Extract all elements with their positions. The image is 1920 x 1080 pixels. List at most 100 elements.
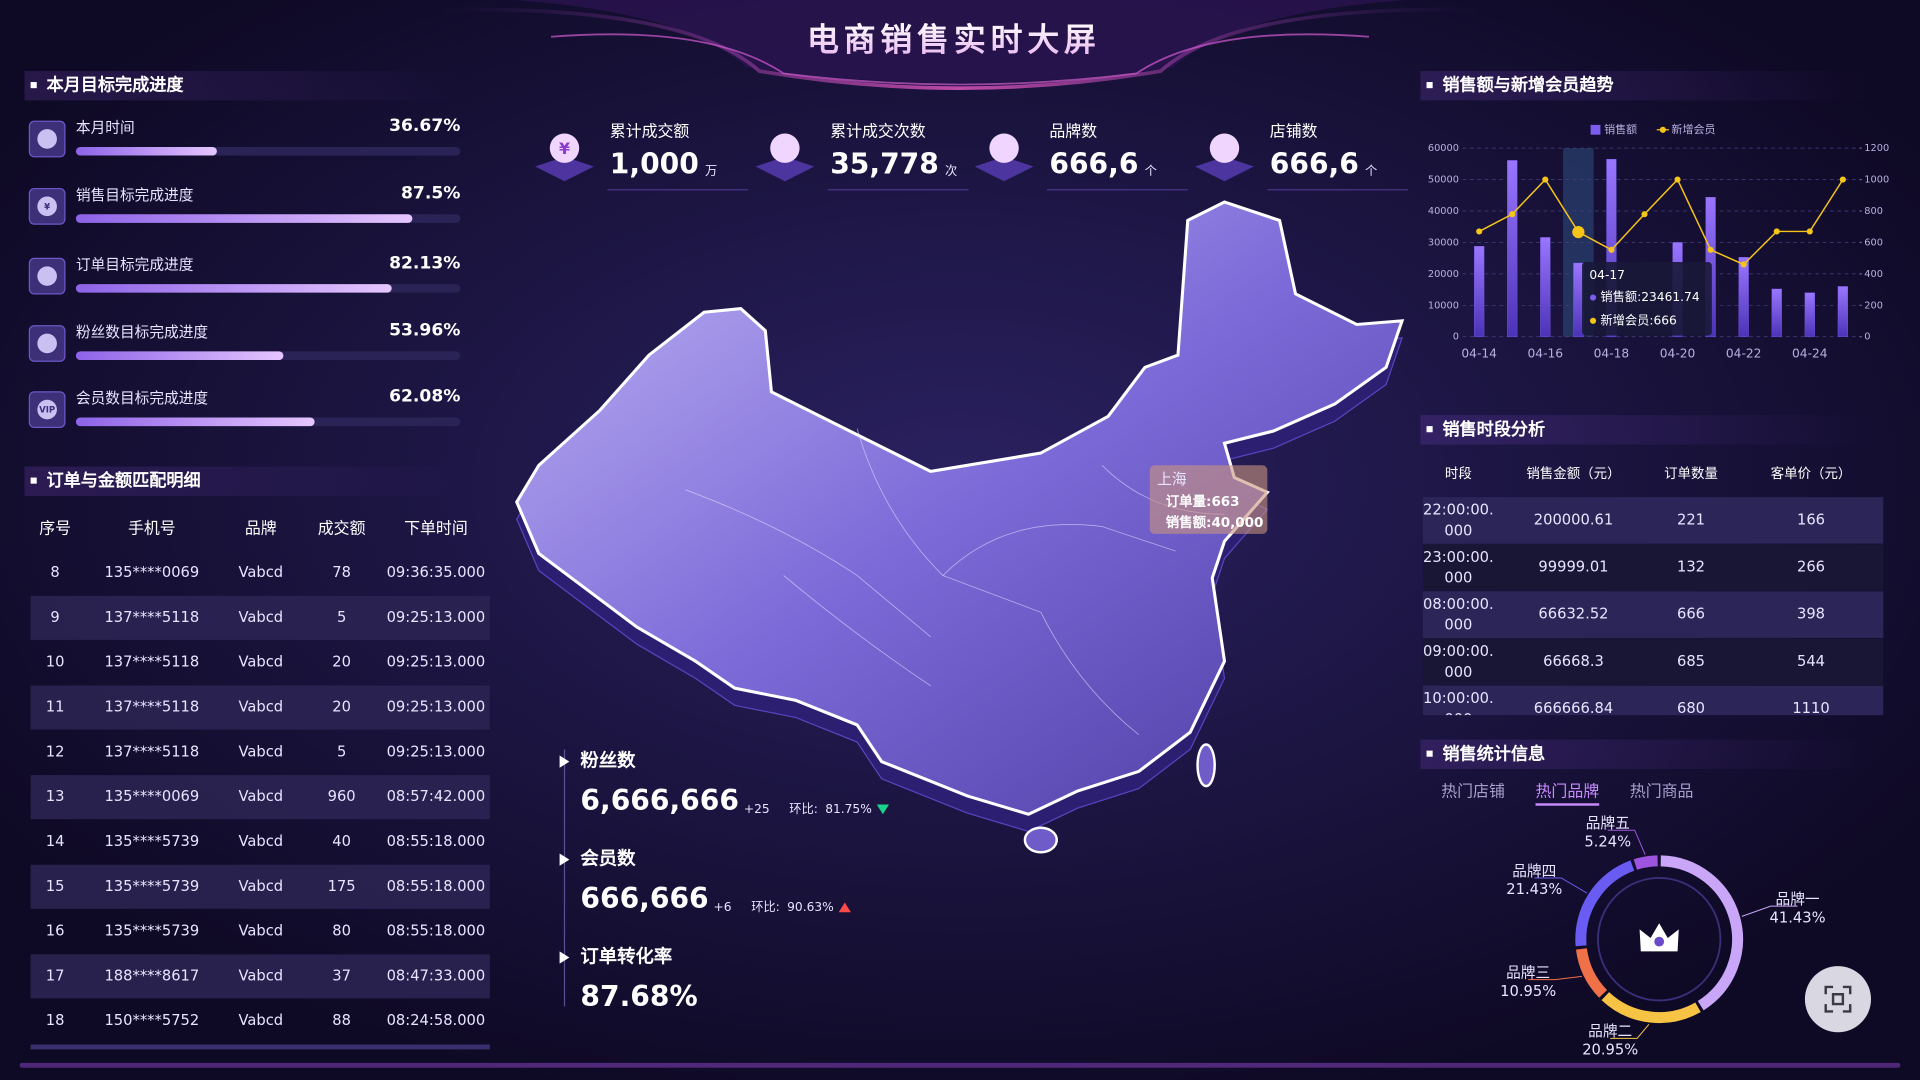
table-cell: Vabcd xyxy=(238,788,283,805)
table-cell: 960 xyxy=(328,788,356,805)
table-row-bg xyxy=(30,864,490,909)
table-cell: 14 xyxy=(46,833,65,850)
progress-label: 销售目标完成进度 xyxy=(76,187,194,204)
table-row-bg xyxy=(1422,544,1884,591)
table-header: 客单价（元） xyxy=(1771,465,1852,482)
progress-bar xyxy=(75,146,217,156)
table-cell: 5 xyxy=(337,609,346,626)
x-tick-label: 04-14 xyxy=(1461,346,1497,360)
table-cell: 135****5739 xyxy=(104,833,199,850)
table-cell: Vabcd xyxy=(238,564,283,581)
table-cell: 17 xyxy=(46,967,65,984)
map-tooltip-line: 销售额:40,000 xyxy=(1166,514,1264,531)
panel-header-bg xyxy=(1420,739,1874,769)
pie-label: 品牌一 xyxy=(1776,891,1820,908)
tab[interactable]: 热门品牌 xyxy=(1536,782,1600,801)
panel-header-bg xyxy=(1420,71,1874,101)
panel-bullet xyxy=(30,82,37,89)
table-header: 成交额 xyxy=(318,518,366,537)
progress-value: 62.08% xyxy=(389,387,460,407)
tab[interactable]: 热门商品 xyxy=(1630,782,1694,801)
table-cell: 22:00:00. 000 xyxy=(1423,502,1494,540)
table-row-bg xyxy=(30,954,490,999)
table-cell: 37 xyxy=(332,967,351,984)
progress-icon-glyph xyxy=(37,266,57,286)
y2-tick-label: 1000 xyxy=(1864,175,1889,186)
header-frame xyxy=(514,0,1406,83)
kpi-value: 1,000 xyxy=(610,147,699,180)
table-cell: Vabcd xyxy=(238,1012,283,1029)
pie-slice xyxy=(1575,860,1635,947)
line-point xyxy=(1509,211,1516,218)
table-row-bg xyxy=(1422,685,1884,716)
table-cell: Vabcd xyxy=(238,923,283,940)
y-tick-label: 50000 xyxy=(1428,175,1459,186)
line-point xyxy=(1641,211,1648,218)
map-tooltip xyxy=(1149,465,1268,534)
table-cell: 13 xyxy=(46,788,65,805)
stats-ratio: 90.63% xyxy=(787,900,834,914)
y2-tick-label: 600 xyxy=(1864,237,1883,248)
pie-leader xyxy=(1741,905,1798,917)
fullscreen-button[interactable] xyxy=(1804,966,1872,1033)
table-cell: 78 xyxy=(332,564,351,581)
pie-slice xyxy=(1633,855,1658,870)
pie-leader xyxy=(1534,877,1588,894)
y-tick-label: 40000 xyxy=(1428,206,1459,217)
table-cell: Vabcd xyxy=(238,743,283,760)
panel-title: 销售额与新增会员趋势 xyxy=(1442,75,1613,96)
table-cell: 137****5118 xyxy=(104,743,199,760)
table-cell: 11 xyxy=(46,699,65,716)
x-tick-label: 04-16 xyxy=(1528,346,1564,360)
progress-bar xyxy=(75,351,284,360)
table-row-bg xyxy=(1422,638,1884,686)
line-point xyxy=(1740,261,1747,268)
table-cell: 16 xyxy=(46,923,65,940)
map-border xyxy=(685,489,931,638)
table-cell: 5 xyxy=(337,743,346,760)
kpi-unit: 万 xyxy=(705,164,717,178)
progress-label: 本月时间 xyxy=(76,120,135,137)
kpi-icon-text: ¥ xyxy=(559,139,570,158)
map-border xyxy=(783,575,931,687)
table-header: 序号 xyxy=(39,518,71,537)
stats-label: 会员数 xyxy=(580,848,636,870)
table-cell: Vabcd xyxy=(238,654,283,671)
map-island xyxy=(1023,826,1058,854)
progress-value: 36.67% xyxy=(389,116,460,136)
table-cell: 88 xyxy=(332,1012,351,1029)
kpi-icon xyxy=(989,133,1019,163)
y2-tick-label: 400 xyxy=(1864,269,1883,280)
table-cell: 15 xyxy=(46,878,65,895)
tab[interactable]: 热门店铺 xyxy=(1441,782,1505,801)
bar xyxy=(1804,292,1815,337)
table-cell: Vabcd xyxy=(238,967,283,984)
panel-header-bg xyxy=(24,466,466,496)
stats-ratio: 81.75% xyxy=(825,802,872,816)
kpi-base xyxy=(1195,156,1254,182)
stats-trend-icon xyxy=(876,804,889,815)
table-cell: 175 xyxy=(328,878,356,895)
fullscreen-button-bg xyxy=(1804,966,1872,1033)
kpi-base xyxy=(974,156,1034,182)
stats-trend-icon xyxy=(838,902,851,913)
table-cell: 8 xyxy=(50,564,59,581)
table-header: 下单时间 xyxy=(404,518,468,537)
progress-icon-glyph xyxy=(37,399,57,420)
stats-delta: +25 xyxy=(744,802,770,816)
y-tick-label: 20000 xyxy=(1428,269,1459,280)
table-cell: 266 xyxy=(1797,559,1825,576)
bar xyxy=(1771,288,1782,337)
y2-tick-label: 200 xyxy=(1864,300,1883,311)
map-china xyxy=(515,200,1405,816)
tooltip-title: 04-17 xyxy=(1589,268,1625,282)
pie-value: 5.24% xyxy=(1584,833,1631,850)
table-cell: 1110 xyxy=(1792,700,1829,717)
table-cell: 08:55:18.000 xyxy=(387,878,486,895)
page-title: 电商销售实时大屏 xyxy=(807,21,1101,59)
kpi-value: 666,6 xyxy=(1270,147,1359,180)
table-cell: 08:57:42.000 xyxy=(387,788,486,805)
table-scrollbar xyxy=(30,1044,490,1050)
progress-icon-glyph xyxy=(37,129,57,149)
pie-label: 品牌三 xyxy=(1506,964,1550,981)
